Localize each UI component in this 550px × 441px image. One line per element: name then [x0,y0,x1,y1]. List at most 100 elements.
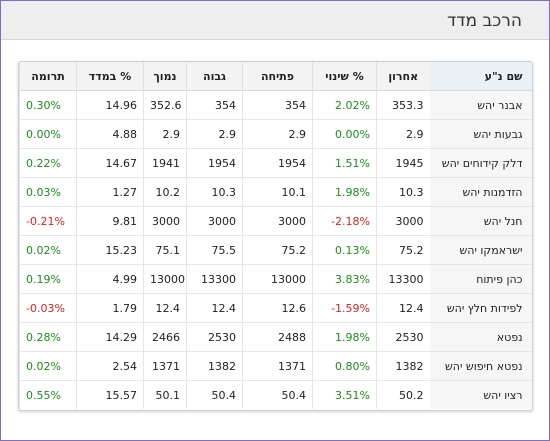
cell-low: 12.4 [143,293,187,323]
col-header-contribution[interactable]: תרומה [19,62,77,91]
col-header-open[interactable]: פתיחה [242,62,313,91]
composition-table: תרומה % במדד נמוך גבוה פתיחה % שינוי אחר… [19,62,532,409]
cell-contribution: 0.55% [19,380,77,409]
cell-low: 1371 [143,351,187,381]
cell-contribution: 0.02% [19,235,77,265]
cell-high: 13300 [186,264,243,294]
cell-contribution: 0.19% [19,264,77,294]
cell-open: 10.1 [242,177,313,207]
cell-change: 1.98% [312,322,377,352]
table-row[interactable]: 0.03% 1.27 10.2 10.3 10.1 1.98% 10.3 הזדמנות יה… [19,177,532,207]
index-composition-table: תרומה % במדד נמוך גבוה פתיחה % שינוי אחר… [18,61,533,411]
cell-last: 3000 [376,206,430,236]
cell-change: 0.00% [312,119,377,149]
cell-high: 354 [186,90,243,120]
panel-title: הרכב מדד [446,11,522,31]
cell-change: -2.18% [312,206,377,236]
cell-high: 2.9 [186,119,243,149]
table-row[interactable]: 0.28% 14.29 2466 2530 2488 1.98% 2530 נפטא [19,322,532,352]
cell-high: 10.3 [186,177,243,207]
cell-contribution: -0.03% [19,293,77,323]
cell-contribution: -0.21% [19,206,77,236]
cell-high: 75.5 [186,235,243,265]
cell-weight: 14.67 [76,148,144,178]
cell-change: 3.83% [312,264,377,294]
table-row[interactable]: 0.00% 4.88 2.9 2.9 2.9 0.00% 2.9 גבעות יהש [19,119,532,149]
cell-last: 1945 [376,148,430,178]
cell-weight: 14.29 [76,322,144,352]
cell-last: 12.4 [376,293,430,323]
cell-last: 13300 [376,264,430,294]
cell-low: 50.1 [143,380,187,409]
cell-weight: 1.27 [76,177,144,207]
table-row[interactable]: 0.19% 4.99 13000 13300 13000 3.83% 13300 כהן פי… [19,264,532,294]
cell-open: 2.9 [242,119,313,149]
cell-weight: 4.88 [76,119,144,149]
cell-contribution: 0.28% [19,322,77,352]
table-row[interactable]: -0.21% 9.81 3000 3000 3000 -2.18% 3000 חנל יהש [19,206,532,236]
security-name-link[interactable]: דלק קידוחים יהש [429,148,532,178]
cell-open: 1954 [242,148,313,178]
cell-low: 13000 [143,264,187,294]
cell-open: 1371 [242,351,313,381]
table-header-row: תרומה % במדד נמוך גבוה פתיחה % שינוי אחר… [19,62,532,91]
cell-weight: 14.96 [76,90,144,120]
security-name-link[interactable]: לפידות חלץ יהש [429,293,532,323]
cell-weight: 2.54 [76,351,144,381]
security-name-link[interactable]: אבנר יהש [429,90,532,120]
cell-contribution: 0.02% [19,351,77,381]
table-row[interactable]: 0.02% 2.54 1371 1382 1371 0.80% 1382 נפטא חיפוש… [19,351,532,381]
col-header-low[interactable]: נמוך [143,62,187,91]
cell-high: 12.4 [186,293,243,323]
cell-change: 2.02% [312,90,377,120]
table-row[interactable]: 0.55% 15.57 50.1 50.4 50.4 3.51% 50.2 רציו יהש [19,380,532,409]
cell-high: 50.4 [186,380,243,409]
cell-last: 50.2 [376,380,430,409]
cell-low: 1941 [143,148,187,178]
table-row[interactable]: -0.03% 1.79 12.4 12.4 12.6 -1.59% 12.4 לפידות ח… [19,293,532,323]
security-name-link[interactable]: רציו יהש [429,380,532,409]
cell-contribution: 0.00% [19,119,77,149]
cell-low: 2466 [143,322,187,352]
cell-low: 75.1 [143,235,187,265]
security-name-link[interactable]: ישראמקו יהש [429,235,532,265]
cell-change: 0.13% [312,235,377,265]
security-name-link[interactable]: נפטא [429,322,532,352]
col-header-change[interactable]: % שינוי [312,62,377,91]
cell-last: 2530 [376,322,430,352]
cell-low: 3000 [143,206,187,236]
security-name-link[interactable]: נפטא חיפוש יהש [429,351,532,381]
cell-change: 3.51% [312,380,377,409]
cell-last: 353.3 [376,90,430,120]
cell-open: 3000 [242,206,313,236]
table-row[interactable]: 0.30% 14.96 352.6 354 354 2.02% 353.3 אבנר יהש [19,90,532,120]
table-row[interactable]: 0.02% 15.23 75.1 75.5 75.2 0.13% 75.2 ישראמקו י… [19,235,532,265]
col-header-weight[interactable]: % במדד [76,62,144,91]
cell-weight: 1.79 [76,293,144,323]
security-name-link[interactable]: גבעות יהש [429,119,532,149]
col-header-name[interactable]: שם נ"ע [429,62,532,91]
cell-low: 10.2 [143,177,187,207]
cell-low: 2.9 [143,119,187,149]
cell-contribution: 0.03% [19,177,77,207]
security-name-link[interactable]: כהן פיתוח [429,264,532,294]
table-row[interactable]: 0.22% 14.67 1941 1954 1954 1.51% 1945 דלק קידוח… [19,148,532,178]
cell-high: 2530 [186,322,243,352]
security-name-link[interactable]: הזדמנות יהש [429,177,532,207]
cell-open: 2488 [242,322,313,352]
cell-open: 50.4 [242,380,313,409]
panel-header: הרכב מדד [1,1,549,40]
cell-contribution: 0.30% [19,90,77,120]
cell-last: 10.3 [376,177,430,207]
cell-change: 0.80% [312,351,377,381]
cell-low: 352.6 [143,90,187,120]
cell-change: 1.98% [312,177,377,207]
col-header-high[interactable]: גבוה [186,62,243,91]
cell-open: 354 [242,90,313,120]
security-name-link[interactable]: חנל יהש [429,206,532,236]
cell-last: 75.2 [376,235,430,265]
cell-weight: 15.57 [76,380,144,409]
cell-high: 1382 [186,351,243,381]
col-header-last[interactable]: אחרון [376,62,430,91]
table-body: 0.30% 14.96 352.6 354 354 2.02% 353.3 אבנר יהש 0… [19,90,532,409]
